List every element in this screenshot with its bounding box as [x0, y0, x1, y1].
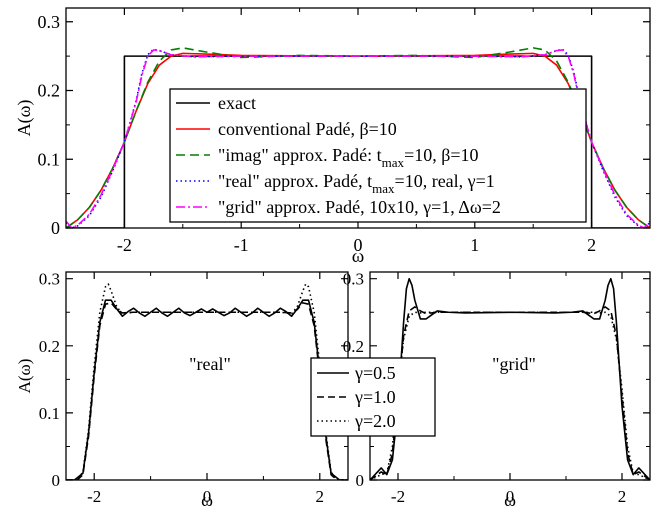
bottom-left-ytick-label: 0.2 — [39, 337, 60, 356]
top-legend: exact conventional Padé, β=10 "imag" appro… — [169, 88, 587, 223]
bottom-left-xtick-label: 0 — [203, 487, 212, 506]
top-ytick-label: 0.1 — [38, 149, 61, 169]
bottom-left-xtick-label: -2 — [87, 487, 101, 506]
top-chart: -2 -1 0 1 2 0 0.1 0.2 0.3 ω A(ω) — [14, 7, 651, 267]
shared-legend-label: γ=1.0 — [354, 387, 396, 407]
bottom-right-xtick-label: 0 — [506, 487, 515, 506]
top-xtick-label: 2 — [587, 235, 596, 255]
top-xlabel: ω — [352, 246, 365, 267]
bottom-left-series-0 — [66, 299, 348, 480]
bottom-right-ytick-label: 0.3 — [343, 270, 364, 289]
top-legend-box — [169, 88, 587, 223]
bottom-right-xtick-label: 2 — [618, 487, 627, 506]
bottom-left-ytick-label: 0.1 — [39, 404, 60, 423]
top-legend-label: "imag" approx. Padé: tmax=10, β=10 — [218, 145, 479, 170]
bottom-left-annotation: "real" — [189, 354, 231, 374]
bottom-left-series-1 — [66, 302, 348, 480]
top-ytick-label: 0.3 — [38, 12, 61, 32]
top-series-4 — [66, 49, 650, 228]
shared-legend-label: γ=0.5 — [354, 363, 396, 383]
bottom-right-series-2 — [370, 311, 650, 480]
top-ytick-label: 0 — [51, 218, 60, 238]
bottom-right-xlabel: ω — [504, 490, 516, 508]
bottom-right-ytick-label: 0.2 — [343, 337, 364, 356]
bottom-left-ytick-label: 0 — [52, 471, 61, 490]
bottom-left-chart: -2 0 2 0 0.1 0.2 0.3 ω A(ω) "real" — [15, 270, 349, 508]
top-ytick-label: 0.2 — [38, 81, 61, 101]
top-xtick-label: -2 — [117, 235, 132, 255]
shared-legend: γ=0.5 γ=1.0 γ=2.0 — [310, 357, 436, 437]
shared-legend-label: γ=2.0 — [354, 411, 396, 431]
top-xtick-label: -1 — [234, 235, 249, 255]
bottom-right-annotation: "grid" — [492, 354, 536, 374]
top-legend-label: exact — [218, 93, 256, 113]
bottom-left-xtick-label: 2 — [316, 487, 325, 506]
top-ylabel: A(ω) — [14, 100, 35, 137]
bottom-left-ylabel: A(ω) — [15, 359, 34, 394]
bottom-left-xlabel: ω — [201, 490, 213, 508]
top-xtick-label: 0 — [354, 235, 363, 255]
bottom-left-ytick-label: 0.3 — [39, 270, 60, 289]
bottom-left-series-2 — [66, 283, 348, 480]
top-legend-label: conventional Padé, β=10 — [218, 119, 397, 139]
bottom-right-xtick-label: -2 — [391, 487, 405, 506]
bottom-right-ytick-label: 0 — [356, 471, 365, 490]
top-legend-label: "real" approx. Padé, tmax=10, real, γ=1 — [218, 171, 495, 196]
top-legend-label: "grid" approx. Padé, 10x10, γ=1, Δω=2 — [218, 197, 501, 217]
top-xtick-label: 1 — [470, 235, 479, 255]
